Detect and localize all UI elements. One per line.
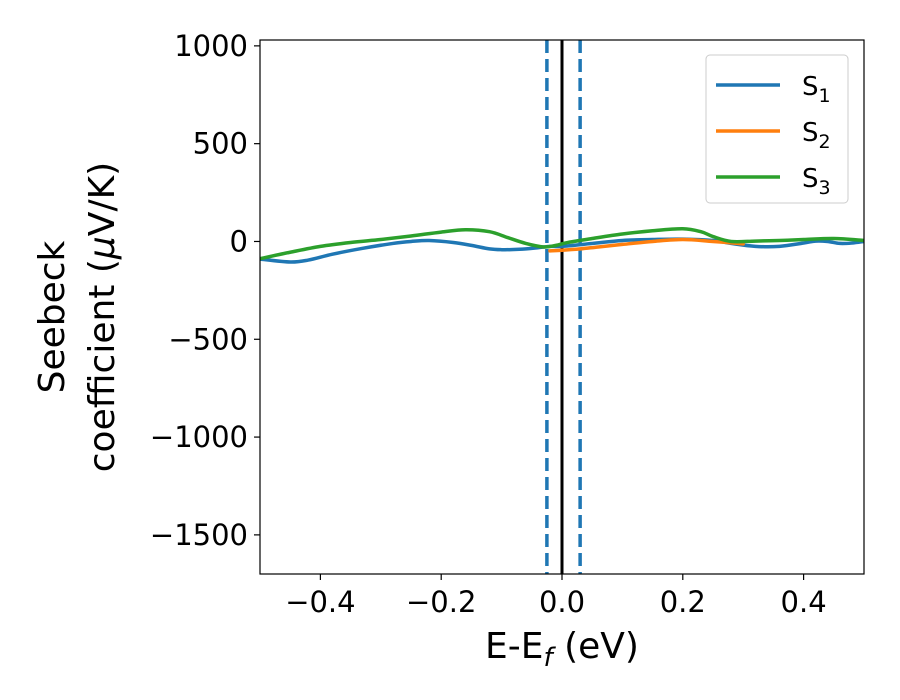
legend-item-s2: S2 <box>716 118 831 153</box>
y-axis-label: Seebeck coefficient (μV/K) <box>32 162 123 472</box>
y-axis-label-line1: Seebeck <box>32 240 73 393</box>
y-axis-label-line2: coefficient (μV/K) <box>82 162 123 472</box>
x-tick-label: 0.2 <box>660 585 706 619</box>
y-axis-ticks: 1000 500 0 −500 −1000 −1500 <box>150 29 260 552</box>
y-tick-label: 1000 <box>174 29 248 63</box>
x-tick-label: 0.4 <box>781 585 827 619</box>
legend-label: S1 <box>802 72 831 107</box>
legend-item-s1: S1 <box>716 72 831 107</box>
legend-label: S2 <box>802 118 831 153</box>
y-tick-label: −500 <box>168 322 248 356</box>
y-tick-label: 0 <box>230 224 248 258</box>
x-tick-label: −0.4 <box>285 585 355 619</box>
x-tick-label: 0.0 <box>539 585 585 619</box>
legend: S1 S2 S3 <box>705 54 849 204</box>
y-tick-label: 500 <box>193 127 248 161</box>
x-tick-label: −0.2 <box>406 585 476 619</box>
x-axis-ticks: −0.4 −0.2 0.0 0.2 0.4 <box>285 574 827 619</box>
y-tick-label: −1500 <box>150 518 248 552</box>
series-line-s3 <box>260 227 864 261</box>
series-line-s2 <box>548 237 745 253</box>
legend-label: S3 <box>802 164 831 199</box>
y-tick-label: −1000 <box>150 420 248 454</box>
series-lines <box>260 227 864 264</box>
legend-item-s3: S3 <box>716 164 831 199</box>
vertical-reference-lines <box>545 40 582 574</box>
legend-box <box>705 54 849 204</box>
x-axis-label: E-Ef (eV) <box>485 626 639 673</box>
